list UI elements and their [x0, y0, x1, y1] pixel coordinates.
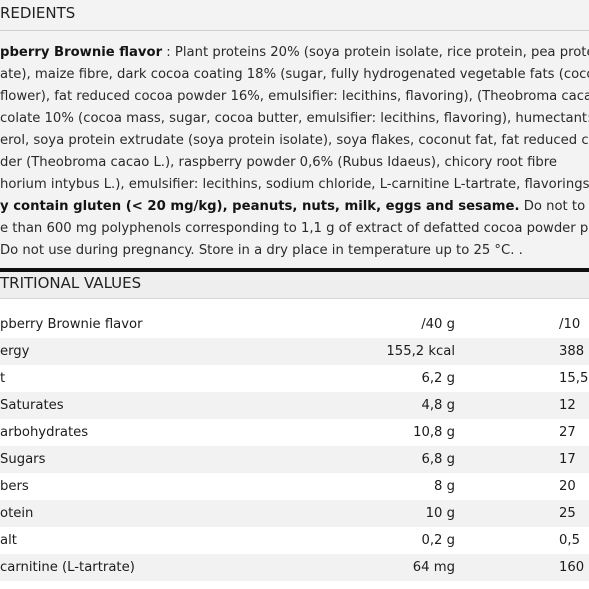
- ingredients-line: flower), fat reduced cocoa powder 16%, e…: [0, 86, 589, 108]
- ingredients-text-segment: Do not use during pregnancy. Store in a …: [0, 243, 523, 258]
- ingredients-text-segment: Do not to consume: [523, 199, 589, 214]
- ingredients-line: pberry Brownie flavor : Plant proteins 2…: [0, 42, 589, 64]
- value-per-serving: 0,2 g: [421, 533, 455, 548]
- ingredients-text-segment: erol, soya protein extrudate (soya prote…: [0, 133, 589, 148]
- ingredients-text-segment: der (Theobroma cacao L.), raspberry powd…: [0, 155, 558, 170]
- table-row: t 6,2 g 15,5: [0, 365, 589, 392]
- ingredients-line: der (Theobroma cacao L.), raspberry powd…: [0, 152, 589, 174]
- value-per-100g: 0,5: [559, 533, 580, 548]
- ingredients-line: horium intybus L.), emulsifier: lecithin…: [0, 174, 589, 196]
- value-per-serving: 155,2 kcal: [386, 344, 455, 359]
- ingredients-line: colate 10% (cocoa mass, sugar, cocoa but…: [0, 108, 589, 130]
- table-row: bers 8 g 20: [0, 473, 589, 500]
- nutrient-name: t: [0, 371, 6, 386]
- nutrient-name: Sugars: [0, 452, 46, 467]
- section-divider: [0, 268, 589, 272]
- value-per-serving: 6,8 g: [421, 452, 455, 467]
- nutrition-section: TRITIONAL VALUES pberry Brownie flavor/4…: [0, 272, 589, 589]
- value-per-100g: 27: [559, 425, 576, 440]
- ingredients-line: Do not use during pregnancy. Store in a …: [0, 240, 589, 262]
- nutrient-name: arbohydrates: [0, 425, 89, 440]
- value-per-100g: 160 m: [559, 560, 589, 575]
- value-per-100g: 25: [559, 506, 576, 521]
- nutrition-header: TRITIONAL VALUES: [0, 272, 589, 299]
- table-row: pberry Brownie flavor/40 g/10: [0, 311, 589, 338]
- ingredients-section: REDIENTS pberry Brownie flavor : Plant p…: [0, 0, 589, 268]
- value-per-serving: 64 mg: [412, 560, 455, 575]
- ingredients-text-segment: flower), fat reduced cocoa powder 16%, e…: [0, 89, 589, 104]
- table-row: arbohydrates 10,8 g 27: [0, 419, 589, 446]
- ingredients-line: ate), maize fibre, dark cocoa coating 18…: [0, 64, 589, 86]
- ingredients-text-segment: ate), maize fibre, dark cocoa coating 18…: [0, 67, 589, 82]
- nutrient-name: pberry Brownie flavor: [0, 317, 143, 332]
- value-per-serving: 4,8 g: [421, 398, 455, 413]
- ingredients-text-segment: e than 600 mg polyphenols corresponding …: [0, 221, 589, 236]
- nutrient-name: Saturates: [0, 398, 64, 413]
- ingredients-text-segment: horium intybus L.), emulsifier: lecithin…: [0, 177, 589, 192]
- value-per-serving: /40 g: [421, 317, 455, 332]
- ingredients-bold-text: y contain gluten (< 20 mg/kg), peanuts, …: [0, 199, 520, 214]
- table-row: alt 0,2 g 0,5: [0, 527, 589, 554]
- table-row: otein 10 g 25: [0, 500, 589, 527]
- nutrient-name: otein: [0, 506, 34, 521]
- table-row: carnitine (L-tartrate) 64 mg 160 m: [0, 554, 589, 581]
- ingredients-line: y contain gluten (< 20 mg/kg), peanuts, …: [0, 196, 589, 218]
- table-row: ergy 155,2 kcal 388 kc: [0, 338, 589, 365]
- value-per-serving: 10,8 g: [413, 425, 455, 440]
- ingredients-text-segment: colate 10% (cocoa mass, sugar, cocoa but…: [0, 111, 589, 126]
- nutrition-title: TRITIONAL VALUES: [0, 274, 142, 292]
- value-per-100g: 17: [559, 452, 576, 467]
- value-per-100g: 12: [559, 398, 576, 413]
- value-per-serving: 6,2 g: [421, 371, 455, 386]
- ingredients-title: REDIENTS: [0, 4, 76, 22]
- ingredients-header: REDIENTS: [0, 0, 589, 31]
- ingredients-line: e than 600 mg polyphenols corresponding …: [0, 218, 589, 240]
- nutrient-name: alt: [0, 533, 17, 548]
- value-per-100g: 20: [559, 479, 576, 494]
- nutrient-name: ergy: [0, 344, 30, 359]
- nutrient-name: carnitine (L-tartrate): [0, 560, 135, 575]
- ingredients-line: erol, soya protein extrudate (soya prote…: [0, 130, 589, 152]
- value-per-100g: 15,5: [559, 371, 589, 386]
- table-row: Sugars 6,8 g 17: [0, 446, 589, 473]
- table-row: Saturates 4,8 g 12: [0, 392, 589, 419]
- value-per-serving: 10 g: [425, 506, 455, 521]
- value-per-serving: 8 g: [434, 479, 455, 494]
- value-per-100g: /10: [559, 317, 581, 332]
- nutrition-table: pberry Brownie flavor/40 g/10 ergy 155,2 k…: [0, 311, 589, 581]
- ingredients-text-segment: : Plant proteins 20% (soya protein isola…: [162, 45, 589, 60]
- ingredients-text: pberry Brownie flavor : Plant proteins 2…: [0, 42, 589, 262]
- ingredients-bold-text: pberry Brownie flavor: [0, 45, 163, 60]
- value-per-100g: 388 kc: [559, 344, 589, 359]
- nutrient-name: bers: [0, 479, 29, 494]
